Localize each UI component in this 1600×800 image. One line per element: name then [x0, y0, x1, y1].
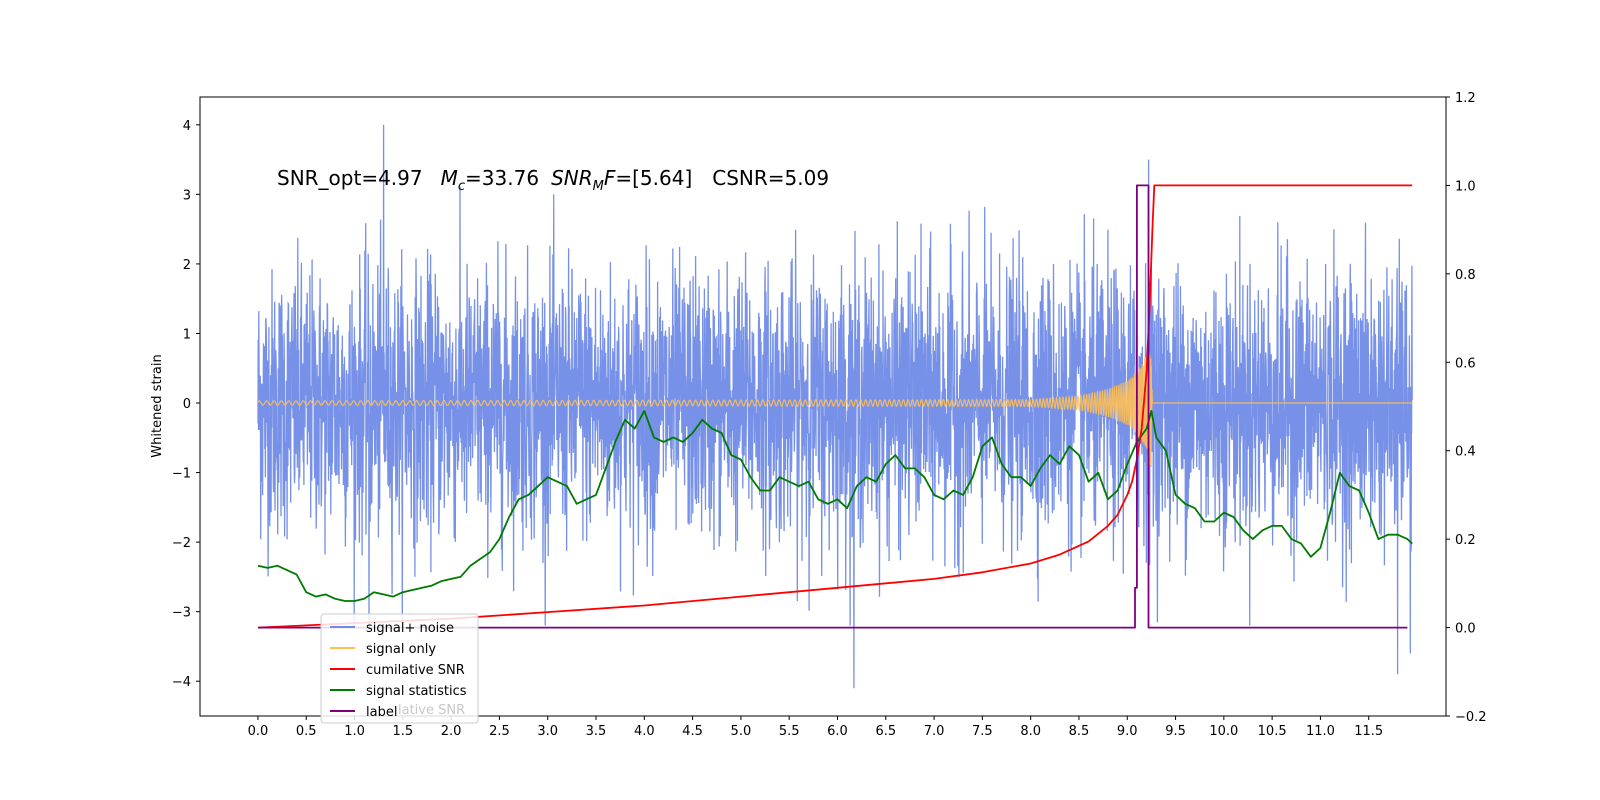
x-tick-label: 10.5: [1258, 724, 1287, 739]
y-left-tick-label: 1: [183, 327, 191, 342]
x-axis: 0.0 0.5 1.0 1.5 2.0 2.5 3.0 3.5 4.0 4.5 5.0 5.5 6.0 6…: [248, 716, 1383, 739]
y-axis-left: 4 3 2 1 0 −1 −2 −3 −4: [172, 119, 200, 690]
x-tick-label: 0.0: [248, 724, 269, 739]
annotation-snrmf-f: F: [604, 166, 616, 190]
plot-frame: [199, 96, 1447, 717]
y-left-tick-label: −4: [172, 675, 191, 690]
x-tick-label: 4.5: [682, 724, 703, 739]
x-tick-label: 2.0: [441, 724, 462, 739]
y-axis-right: 1.2 1.0 0.8 0.6 0.4 0.2 0.0 −0.2: [1446, 91, 1487, 725]
signal-noise-series: [257, 124, 1413, 689]
annotation-snr-opt: SNR_opt=4.97: [277, 166, 423, 190]
y-left-tick-label: −2: [172, 536, 191, 551]
x-tick-label: 10.0: [1209, 724, 1238, 739]
x-tick-label: 5.5: [779, 724, 800, 739]
y-left-tick-label: −1: [172, 467, 191, 482]
x-tick-label: 6.0: [827, 724, 848, 739]
x-tick-label: 0.5: [296, 724, 317, 739]
x-tick-label: 8.0: [1020, 724, 1041, 739]
annotation-snrmf-symbol: SNR: [551, 166, 593, 190]
annotation-csnr: CSNR=5.09: [712, 166, 829, 190]
annotation-text: SNR_opt=4.97 Mc=33.76 SNRMF=[5.64] CSNR=5.0…: [277, 166, 829, 194]
y-left-tick-label: 3: [183, 188, 191, 203]
signal-only-series: [257, 352, 1413, 468]
label-line: [258, 184, 1408, 629]
x-tick-label: 1.0: [344, 724, 365, 739]
annotation-snrmf-value: =[5.64]: [615, 166, 692, 190]
y-left-tick-label: 2: [183, 258, 191, 273]
y-axis-label: Whitened strain: [150, 354, 165, 457]
annotation-mc-symbol: M: [441, 166, 458, 190]
legend-label: signal+ noise: [366, 621, 454, 636]
y-left-tick-label: −3: [172, 606, 191, 621]
right-axis-series: [257, 184, 1413, 629]
x-tick-label: 11.0: [1306, 724, 1335, 739]
x-tick-label: 3.5: [586, 724, 607, 739]
y-right-tick-label: 1.0: [1455, 179, 1476, 194]
signal-only-line: [257, 352, 1413, 468]
y-right-tick-label: 1.2: [1455, 91, 1476, 106]
legend-label: cumilative SNR: [366, 663, 465, 678]
legend-ghost-text: lative SNR: [398, 703, 465, 718]
x-tick-label: 2.5: [489, 724, 510, 739]
cumilative-SNR-line: [257, 184, 1413, 629]
y-left-tick-label: 0: [183, 397, 191, 412]
x-tick-label: 5.0: [731, 724, 752, 739]
x-tick-label: 1.5: [392, 724, 413, 739]
y-right-tick-label: 0.0: [1455, 622, 1476, 637]
legend-label: signal only: [366, 642, 436, 657]
x-tick-label: 3.0: [537, 724, 558, 739]
x-tick-label: 9.0: [1117, 724, 1138, 739]
x-tick-label: 4.0: [634, 724, 655, 739]
x-tick-label: 7.0: [924, 724, 945, 739]
x-tick-label: 11.5: [1354, 724, 1383, 739]
annotation-snrmf-sub: M: [593, 179, 604, 194]
y-right-tick-label: 0.8: [1455, 268, 1476, 283]
legend-label: signal statistics: [366, 684, 467, 699]
y-right-tick-label: 0.6: [1455, 356, 1476, 371]
y-right-tick-label: 0.2: [1455, 533, 1476, 548]
y-right-tick-label: 0.4: [1455, 445, 1476, 460]
legend: lative SNR signal+ noise signal only cumil…: [320, 613, 479, 724]
x-tick-label: 9.5: [1165, 724, 1186, 739]
y-right-tick-label: −0.2: [1455, 710, 1487, 725]
signal-statistics-line: [257, 410, 1413, 602]
y-left-tick-label: 4: [183, 119, 191, 134]
x-tick-label: 8.5: [1069, 724, 1090, 739]
annotation-mc-sub: c: [458, 179, 465, 194]
annotation-mc-value: =33.76: [465, 166, 539, 190]
signal-noise-line: [257, 124, 1413, 689]
legend-label: label: [366, 705, 397, 720]
legend-box: [320, 613, 479, 724]
x-tick-label: 7.5: [972, 724, 993, 739]
x-tick-label: 6.5: [875, 724, 896, 739]
